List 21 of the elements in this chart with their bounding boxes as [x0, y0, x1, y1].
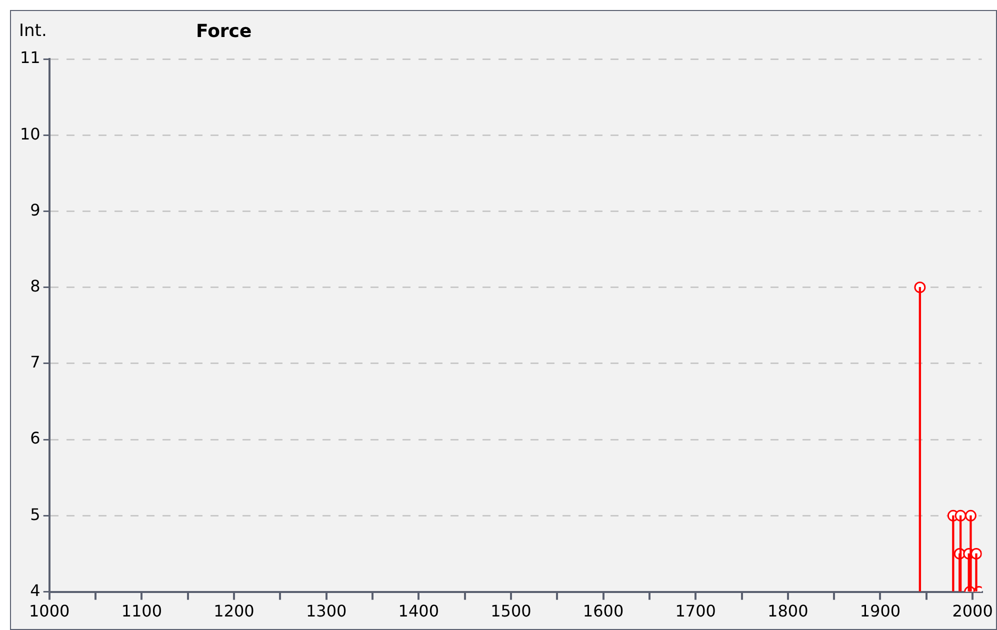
y-tick-label: 4: [30, 580, 40, 600]
x-tick-label: 1800: [768, 602, 808, 621]
y-tick-label: 6: [30, 428, 40, 448]
x-tick-label: 1700: [675, 602, 716, 621]
y-tick-label: 7: [30, 352, 40, 372]
y-tick-label: 9: [30, 200, 40, 220]
x-tick-label: 1100: [121, 602, 162, 621]
y-tick-label: 5: [30, 504, 40, 524]
y-tick-label: 11: [20, 48, 40, 68]
y-tick-label: 10: [20, 124, 40, 144]
y-tick-label: 8: [30, 276, 40, 296]
x-tick-label: 1300: [306, 602, 347, 621]
x-tick-label: 1400: [398, 602, 439, 621]
x-tick-label: 1500: [490, 602, 532, 621]
x-tick-label: 1000: [29, 602, 70, 621]
x-tick-label: 2000: [952, 602, 993, 621]
x-tick-label: 1600: [582, 602, 624, 621]
x-tick-label: 1900: [860, 602, 901, 621]
x-tick-label: 1200: [214, 602, 254, 621]
chart-title: Force: [196, 21, 252, 42]
y-axis-title: Int.: [19, 21, 47, 41]
